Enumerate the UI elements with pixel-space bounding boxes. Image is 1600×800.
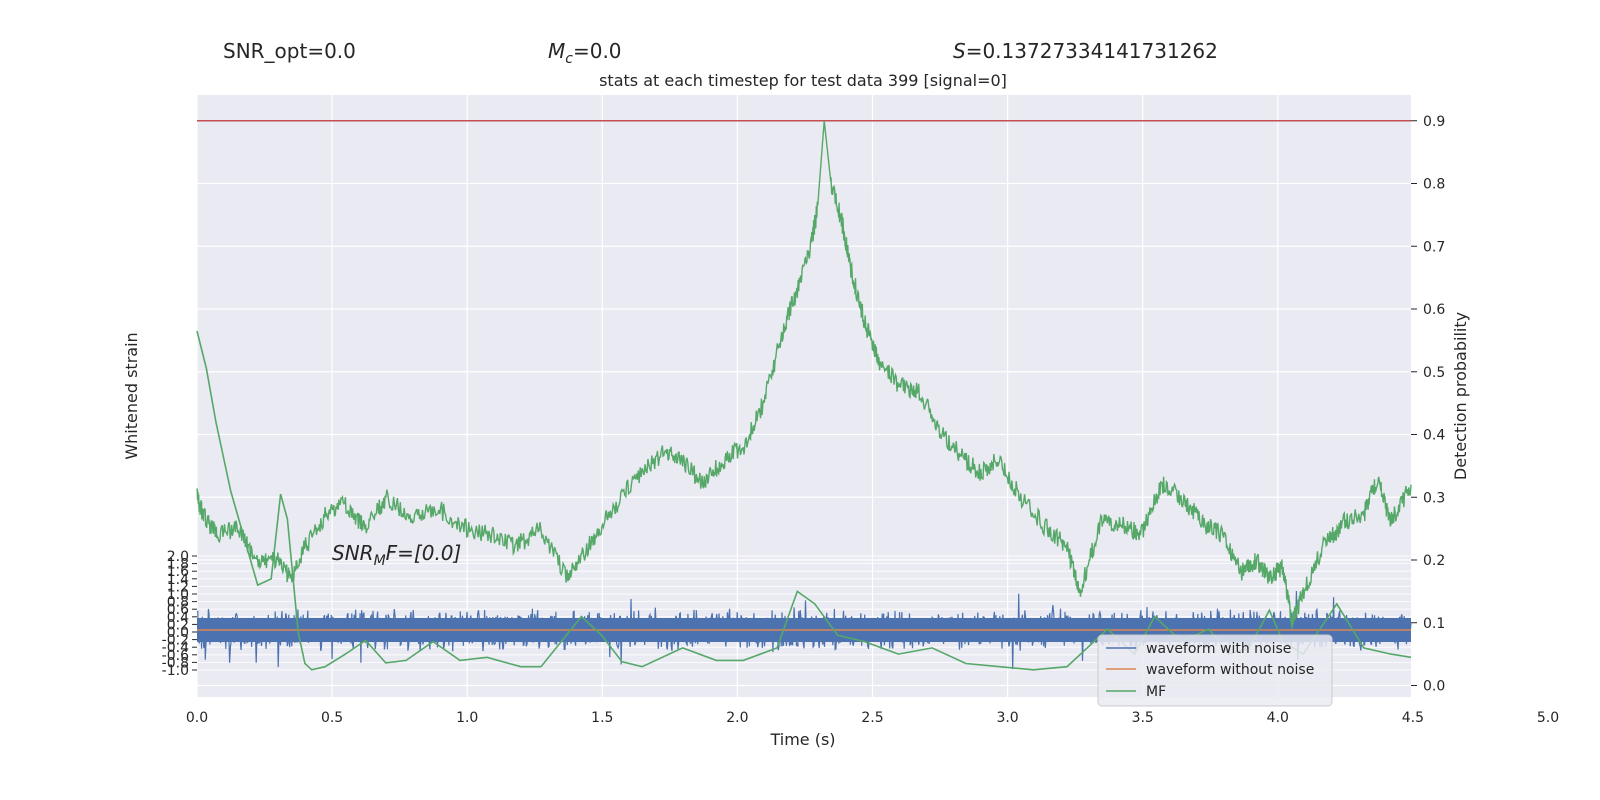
s-stat-value: =0.13727334141731262 (966, 39, 1218, 63)
s-stat-label: S=0.13727334141731262 (953, 39, 1218, 63)
right-y-tick-label: 0.9 (1423, 114, 1445, 130)
chirp-mass-symbol: M (548, 39, 565, 63)
snr-mf-label: SNRMF=[0.0] (332, 541, 461, 569)
snr-opt-label: SNR_opt=0.0 (223, 39, 356, 63)
snr-mf-subscript: M (374, 553, 386, 569)
chirp-mass-subscript: c (565, 51, 573, 67)
x-tick-label: 0.0 (186, 710, 208, 726)
x-axis-ticks: 0.00.51.01.52.02.53.03.54.04.55.05.56.06… (186, 710, 1559, 726)
left-y-tick-label: 0.8 (167, 595, 189, 611)
x-axis-label: Time (s) (769, 730, 835, 749)
right-y-axis-label: Detection probability (1451, 312, 1470, 480)
s-stat-symbol: S (953, 39, 966, 63)
left-y-tick-label: 1.6 (167, 564, 189, 580)
x-tick-label: 4.5 (1402, 710, 1424, 726)
x-tick-label: 2.5 (861, 710, 883, 726)
plot-area (197, 95, 1411, 697)
legend-box (1097, 634, 1333, 707)
right-y-tick-label: 0.3 (1423, 490, 1445, 506)
right-y-tick-label: 0.7 (1423, 239, 1445, 255)
legend-entry-clean: waveform without noise (1146, 662, 1314, 678)
mf-line (196, 330, 1412, 671)
left-y-tick-label: -0.8 (162, 655, 189, 671)
right-y-tick-label: 0.6 (1423, 302, 1445, 318)
left-y-tick-label: 0.2 (167, 617, 189, 633)
right-y-tick-label: 0.4 (1423, 428, 1445, 444)
left-y-tick-label: -1.0 (162, 663, 189, 679)
left-y-tick-label: 0.6 (167, 602, 189, 618)
left-y-tick-label: -0.2 (162, 633, 189, 649)
chirp-mass-value: =0.0 (573, 39, 622, 63)
detection-probability-line (196, 120, 1412, 629)
right-y-tick-label: 0.8 (1423, 177, 1445, 193)
x-tick-label: 4.0 (1267, 710, 1289, 726)
snr-mf-rest: F=[0.0] (386, 541, 462, 565)
x-tick-label: 0.5 (321, 710, 343, 726)
right-y-tick-label: 0.0 (1423, 679, 1445, 695)
chart-title: stats at each timestep for test data 399… (599, 71, 1007, 90)
right-y-tick-label: 0.1 (1423, 616, 1445, 632)
x-tick-label: 3.0 (996, 710, 1018, 726)
x-tick-label: 2.0 (726, 710, 748, 726)
legend-entry-noise: waveform with noise (1146, 641, 1291, 657)
right-y-tick-label: 0.5 (1423, 365, 1445, 381)
left-y-tick-label: 0.4 (167, 610, 189, 626)
left-y-tick-label: -0.6 (162, 648, 189, 664)
left-y-tick-label: 1.0 (167, 587, 189, 603)
left-y-tick-label: 1.2 (167, 579, 189, 595)
x-tick-label: 1.0 (456, 710, 478, 726)
right-y-tick-label: 0.2 (1423, 553, 1445, 569)
snr-mf-symbol: SNR (332, 541, 374, 565)
x-tick-label: 3.5 (1132, 710, 1154, 726)
left-y-tick-label: 1.8 (167, 557, 189, 573)
left-y-tick-label: 1.4 (167, 572, 189, 588)
right-y-axis-ticks: 0.0 0.1 0.2 0.3 0.4 0.5 0.6 0.7 0.8 0.9 (1411, 114, 1445, 695)
left-y-tick-label: -0.4 (162, 640, 189, 656)
left-y-tick-label: 0.0 (167, 625, 189, 641)
left-y-axis-ticks: 2.01.81.61.41.21.00.80.60.40.20.0-0.2-0.… (162, 549, 197, 679)
legend: waveform with noise waveform without noi… (1097, 634, 1333, 707)
legend-entry-mf: MF (1146, 684, 1166, 700)
left-y-tick-label: 2.0 (167, 549, 189, 565)
x-tick-label: 1.5 (591, 710, 613, 726)
chirp-mass-label: Mc=0.0 (548, 39, 622, 67)
series-layer (196, 120, 1412, 671)
x-tick-label: 5.0 (1537, 710, 1559, 726)
left-y-axis-label: Whitened strain (122, 332, 141, 459)
